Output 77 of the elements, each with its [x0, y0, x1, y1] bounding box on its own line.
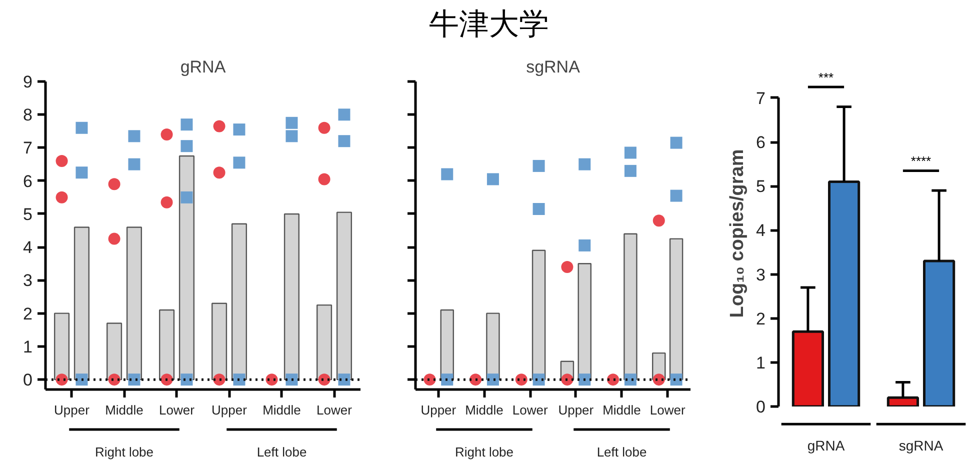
point [578, 239, 591, 252]
y-tick-label: 6 [23, 172, 33, 191]
point [578, 158, 591, 170]
y-tick-label: 0 [756, 398, 766, 416]
x-tick-label: Middle [602, 402, 641, 418]
text: Right lobe [454, 444, 514, 460]
point [578, 374, 591, 386]
point [670, 190, 682, 202]
y-tick-label: 2 [756, 309, 766, 328]
text: Left lobe [596, 444, 647, 460]
point [486, 374, 499, 386]
point [670, 136, 682, 149]
bar [178, 155, 195, 380]
x-tick-label: Lower [159, 402, 196, 418]
bar [886, 396, 919, 406]
bar [231, 223, 248, 380]
bar [669, 238, 684, 380]
y-tick-label: 2 [23, 304, 33, 324]
y-tick-label: 1 [756, 353, 766, 372]
text: Right lobe [94, 444, 154, 460]
point [486, 173, 499, 186]
bar [126, 226, 142, 380]
chart-title: gRNA [180, 58, 226, 76]
bar [284, 213, 300, 380]
bar [578, 263, 592, 380]
y-tick-label: 4 [756, 221, 766, 240]
x-tick-label: Upper [54, 402, 90, 418]
y-tick-label: 5 [756, 177, 766, 196]
bar [158, 309, 175, 380]
bar [54, 312, 70, 380]
y-tick-label: 7 [23, 138, 33, 158]
text: *** [818, 70, 834, 85]
y-tick-label: 1 [23, 337, 33, 356]
bar [532, 250, 546, 380]
bar [923, 260, 956, 406]
y-tick-label: 6 [756, 133, 766, 152]
chart-title: sgRNA [526, 58, 581, 76]
annotation: **** [910, 154, 932, 169]
y-tick-label: 0 [23, 370, 33, 390]
point [441, 168, 454, 180]
point [532, 374, 545, 386]
y-tick-label: 7 [756, 88, 766, 108]
x-tick-label: Middle [465, 402, 504, 418]
bar [74, 226, 90, 380]
text: Left lobe [256, 444, 307, 460]
x-tick-label: Upper [420, 402, 457, 418]
y-tick-label: 8 [23, 106, 33, 125]
bar [316, 304, 332, 380]
x-tick-label: Lower [650, 402, 686, 418]
y-tick-label: 5 [23, 204, 33, 224]
text: 牛津大学 [429, 6, 549, 44]
bar [211, 302, 228, 380]
y-tick-label: 4 [23, 238, 33, 258]
y-tick-label: 9 [23, 72, 33, 92]
x-tick-label: Middle [105, 402, 144, 418]
point [624, 164, 636, 177]
x-tick-label: Middle [262, 402, 301, 418]
bar [440, 309, 454, 380]
point [532, 203, 545, 216]
y-tick-label: 3 [23, 271, 33, 290]
x-tick-label: Upper [558, 402, 594, 418]
x-tick-label: Lower [512, 402, 548, 418]
y-axis-title: Log₁₀ copies/gram [727, 149, 748, 318]
bar [106, 322, 122, 380]
x-tick-label: Lower [316, 402, 353, 418]
point [441, 374, 454, 386]
bar [336, 212, 352, 380]
point [624, 146, 636, 159]
point [532, 160, 545, 172]
y-tick-label: 3 [756, 265, 766, 284]
x-tick-label: Upper [212, 402, 248, 418]
bar [828, 180, 860, 406]
bar [624, 233, 638, 380]
bar [486, 312, 500, 380]
point [670, 374, 682, 386]
point [624, 374, 636, 386]
bar [792, 330, 824, 406]
